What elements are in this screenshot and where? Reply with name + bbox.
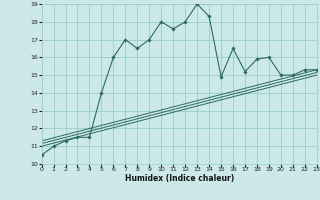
X-axis label: Humidex (Indice chaleur): Humidex (Indice chaleur) xyxy=(124,174,234,183)
